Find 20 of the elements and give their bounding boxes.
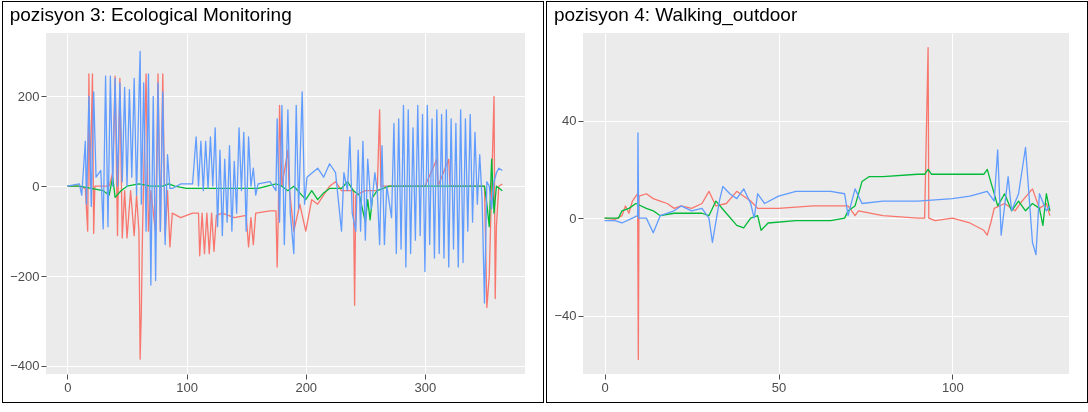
line-series <box>603 168 1051 231</box>
x-tick-label: 100 <box>942 379 964 395</box>
line-series <box>66 158 504 228</box>
y-tick-label: −200 <box>10 268 40 284</box>
y-tick-label: −400 <box>10 358 40 374</box>
x-tick-label: 300 <box>414 379 437 395</box>
chart-title: pozisyon 4: Walking_outdoor <box>553 4 798 26</box>
chart-title: pozisyon 3: Ecological Monitoring <box>9 4 292 25</box>
x-tick-label: 0 <box>64 379 72 395</box>
x-tick-label: 0 <box>601 379 609 395</box>
x-tick-label: 200 <box>295 379 318 395</box>
y-tick-label: 0 <box>32 178 40 194</box>
x-tick-label: 50 <box>771 379 787 395</box>
y-tick-label: 200 <box>17 88 40 104</box>
x-tick-label: 100 <box>176 379 198 395</box>
y-tick-label: 40 <box>562 113 577 129</box>
y-tick-label: −40 <box>554 308 577 324</box>
line-series <box>603 132 1051 256</box>
y-tick-label: 0 <box>569 210 577 226</box>
line-series <box>66 50 504 304</box>
